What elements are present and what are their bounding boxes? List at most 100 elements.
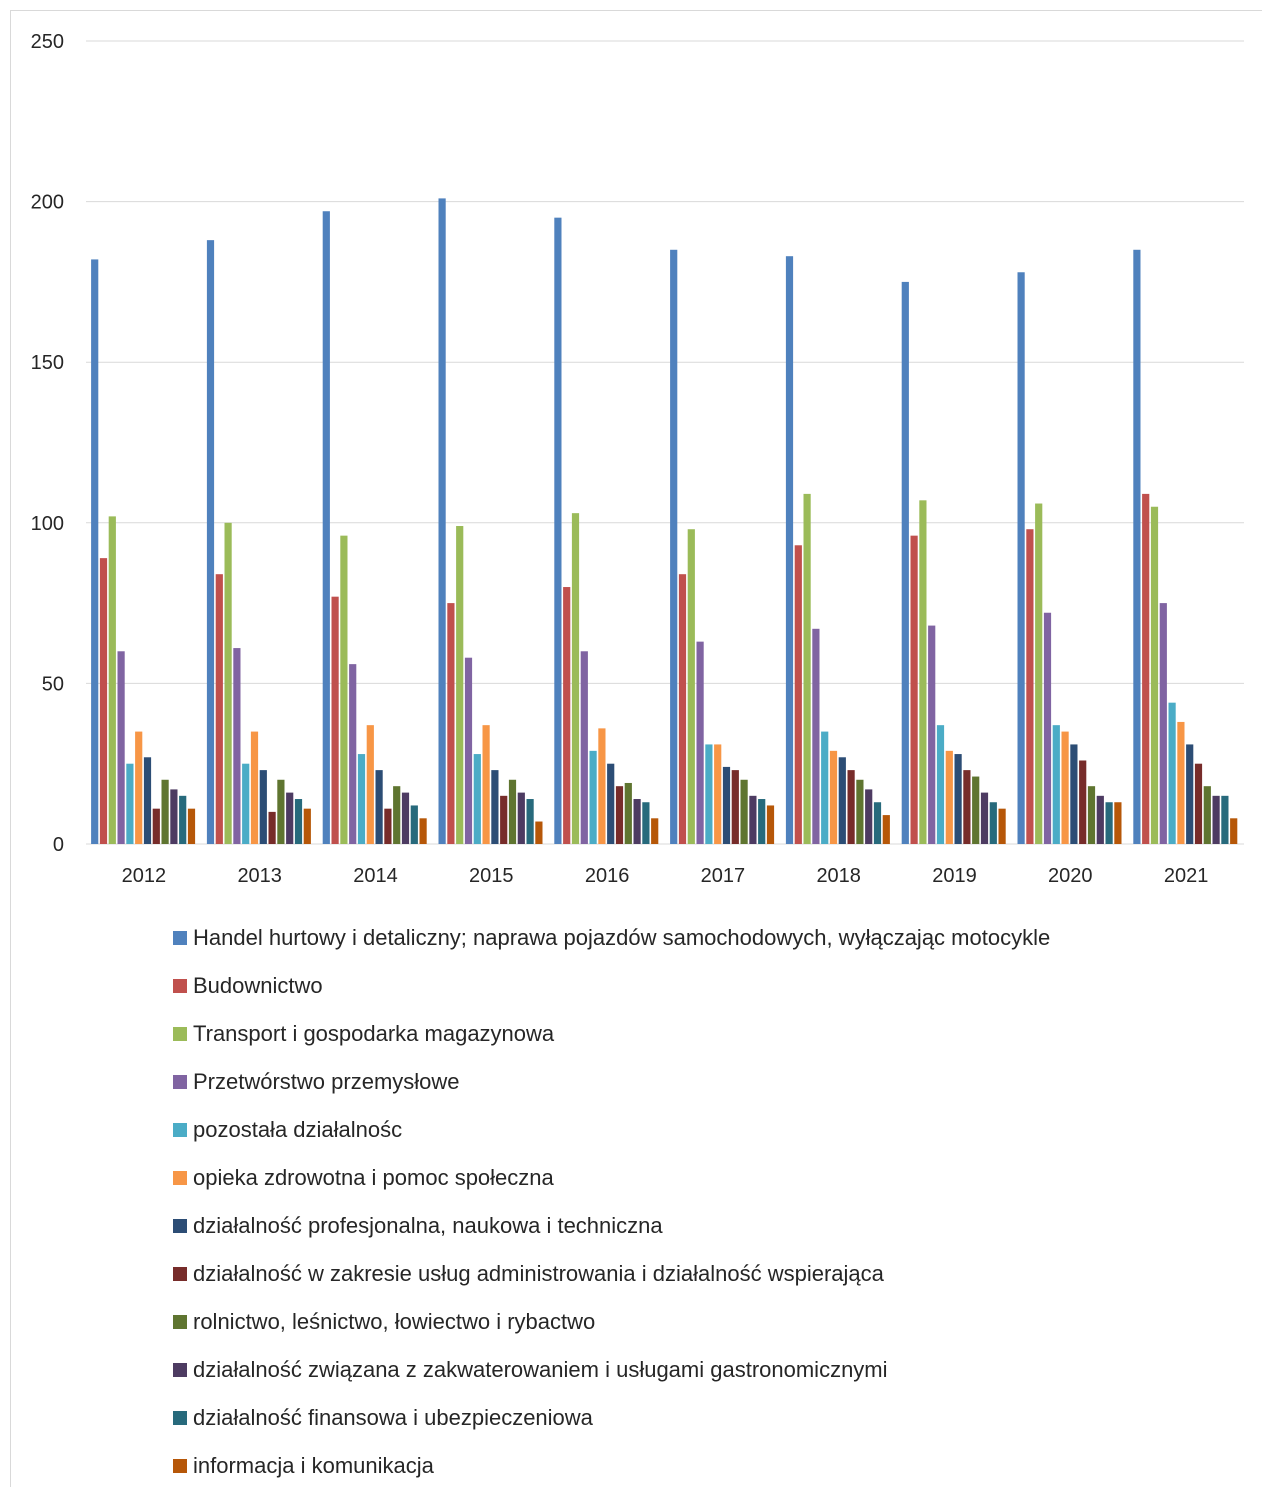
bar <box>563 587 571 844</box>
bar <box>215 574 223 844</box>
bar <box>447 603 455 844</box>
bar <box>678 574 687 844</box>
bar <box>322 211 330 845</box>
bar <box>829 750 838 844</box>
legend-swatch <box>173 1363 187 1377</box>
bar <box>187 808 196 844</box>
legend-swatch <box>173 1459 187 1473</box>
bar <box>294 799 303 844</box>
bar <box>821 731 829 844</box>
bar <box>535 821 543 844</box>
bar <box>766 805 775 844</box>
bar <box>1177 721 1185 844</box>
legend-swatch <box>173 1219 187 1233</box>
legend-label: działalność w zakresie usług administrow… <box>193 1261 884 1286</box>
bar <box>1026 529 1034 844</box>
x-tick-label: 2016 <box>585 865 630 887</box>
bar <box>980 792 989 844</box>
bar <box>464 657 473 844</box>
bar <box>456 526 464 844</box>
bar-chart: 0 50 100 150 200 250 2012 2013 2014 2015 2016 2017… <box>31 31 1244 887</box>
x-tick-label: 2017 <box>701 865 746 887</box>
bar <box>526 799 534 844</box>
bar <box>91 259 99 844</box>
bar <box>349 664 357 844</box>
chart-frame <box>10 10 1262 1487</box>
bar <box>366 725 374 844</box>
bar <box>1150 506 1159 844</box>
bar <box>740 779 748 844</box>
bar <box>1017 272 1025 844</box>
y-tick-label: 150 <box>31 352 64 374</box>
bar <box>901 281 909 844</box>
legend-item: rolnictwo, leśnictwo, łowiectwo i rybact… <box>173 1298 1050 1346</box>
bar <box>615 786 624 844</box>
bar <box>1194 763 1203 844</box>
bar <box>936 725 945 844</box>
legend-label: Transport i gospodarka magazynowa <box>193 1021 555 1046</box>
bar <box>1114 802 1122 844</box>
x-tick-label: 2012 <box>122 865 167 887</box>
x-tick-label: 2013 <box>237 865 282 887</box>
y-tick-label: 100 <box>31 513 64 535</box>
legend-item: informacja i komunikacja <box>173 1442 1050 1490</box>
bar <box>607 763 615 844</box>
bar <box>696 641 704 844</box>
x-tick-label: 2020 <box>1048 865 1093 887</box>
bar <box>624 782 632 844</box>
bar <box>651 818 659 844</box>
x-tick-label: 2015 <box>469 865 514 887</box>
bar <box>179 795 187 844</box>
bar <box>856 779 864 844</box>
bar <box>242 763 250 844</box>
bar <box>340 535 348 844</box>
legend-swatch <box>173 931 187 945</box>
bar <box>554 217 562 844</box>
bar <box>1061 731 1069 844</box>
legend-label: Handel hurtowy i detaliczny; naprawa poj… <box>193 925 1051 950</box>
y-tick-label: 200 <box>31 192 64 214</box>
bar <box>1186 744 1194 844</box>
legend-item: działalność związana z zakwaterowaniem i… <box>173 1346 1050 1394</box>
bar <box>963 770 971 844</box>
bar <box>152 808 160 844</box>
bar <box>375 770 383 844</box>
bar <box>945 750 953 844</box>
bar <box>705 744 713 844</box>
bar <box>126 763 134 844</box>
bar <box>331 596 339 844</box>
bar <box>393 786 401 844</box>
bar <box>873 802 882 844</box>
bar <box>571 513 580 844</box>
legend-label: Przetwórstwo przemysłowe <box>193 1069 460 1094</box>
bar <box>882 815 890 844</box>
bar <box>384 808 392 844</box>
bar <box>1087 786 1096 844</box>
bar <box>268 811 276 844</box>
legend-swatch <box>173 1267 187 1281</box>
bar <box>1142 493 1150 844</box>
bar <box>259 770 267 844</box>
legend-label: opieka zdrowotna i pomoc społeczna <box>193 1165 554 1190</box>
y-axis-ticks: 0 50 100 150 200 250 <box>31 31 64 856</box>
legend-swatch <box>173 1411 187 1425</box>
bar <box>812 628 820 844</box>
legend-label: rolnictwo, leśnictwo, łowiectwo i rybact… <box>193 1309 596 1334</box>
bar <box>1070 744 1078 844</box>
bar <box>785 256 794 844</box>
legend-swatch <box>173 979 187 993</box>
bar <box>1212 795 1220 844</box>
bar <box>928 625 936 844</box>
bar <box>473 754 481 844</box>
legend-label: informacja i komunikacja <box>193 1453 434 1478</box>
y-tick-label: 50 <box>42 673 64 695</box>
bar <box>865 789 873 844</box>
bar <box>989 802 997 844</box>
bar <box>482 725 490 844</box>
bar <box>99 558 108 844</box>
bar <box>1159 603 1167 844</box>
bar <box>135 731 143 844</box>
bar <box>598 728 606 844</box>
bar <box>224 522 232 844</box>
x-tick-label: 2021 <box>1164 865 1209 887</box>
